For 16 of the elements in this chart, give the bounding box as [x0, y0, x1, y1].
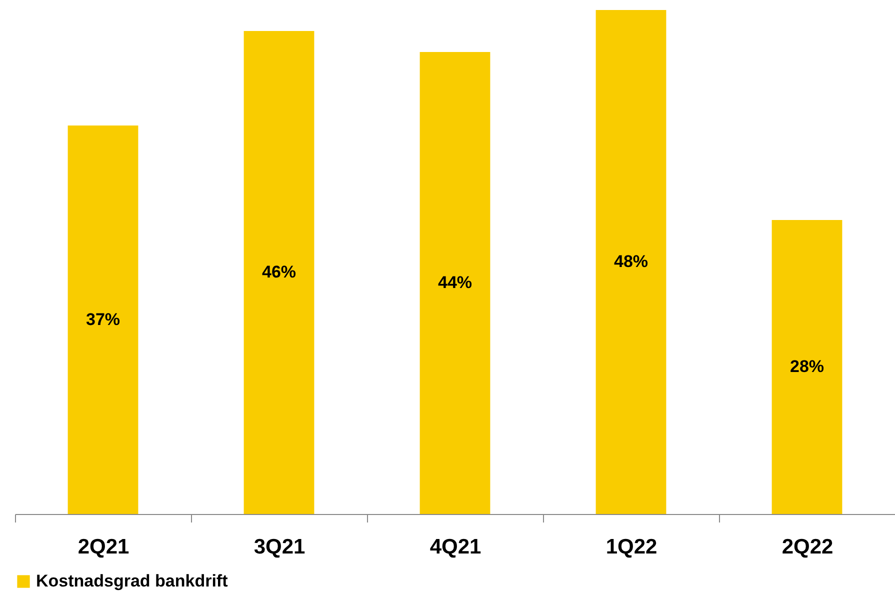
bar — [596, 10, 666, 514]
legend-label: Kostnadsgrad bankdrift — [36, 572, 228, 590]
data-label: 44% — [438, 273, 472, 292]
x-tick-label: 2Q21 — [78, 536, 130, 558]
x-tick-label: 1Q22 — [606, 536, 658, 558]
x-tick-label: 3Q21 — [254, 536, 306, 558]
bar — [68, 126, 138, 514]
data-label: 37% — [86, 310, 120, 329]
data-label: 28% — [790, 357, 824, 376]
bar — [420, 52, 490, 514]
data-label: 46% — [262, 262, 296, 282]
bar — [772, 220, 842, 514]
bar — [244, 31, 314, 514]
x-tick-label: 4Q21 — [430, 536, 482, 558]
x-tick-label: 2Q22 — [782, 536, 834, 558]
data-label: 48% — [614, 252, 648, 271]
